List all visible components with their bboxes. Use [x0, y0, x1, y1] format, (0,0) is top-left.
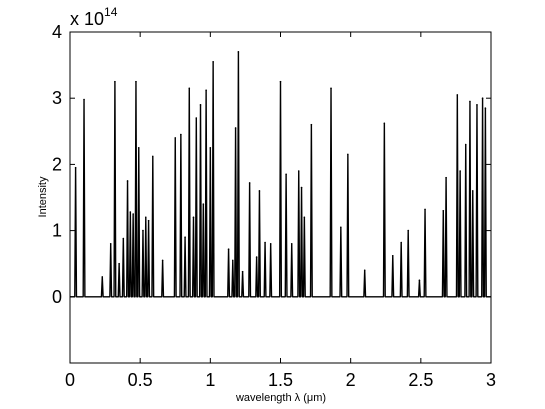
spectrum-peak: [285, 173, 287, 176]
spectrum-peak: [269, 243, 272, 245]
spectrum-peak: [471, 190, 474, 192]
spectrum-peak: [192, 216, 195, 219]
y-axis-label: Intensity: [37, 176, 49, 217]
plot-content: [70, 51, 491, 298]
spectrum-peak: [126, 180, 129, 182]
spectrum-peak: [234, 127, 237, 129]
spectrum-peak: [122, 237, 125, 240]
spectrum-peak: [363, 269, 366, 272]
spectrum-peak: [231, 259, 234, 262]
spectrum-peak: [469, 100, 471, 103]
spectrum-peak: [391, 254, 394, 257]
spectrum-peak: [132, 213, 134, 215]
spectrum-peak: [310, 123, 313, 126]
spectrum-peak: [481, 97, 484, 99]
y-tick-label: 0: [52, 287, 62, 307]
spectrum-peak: [209, 147, 212, 149]
x-tick-label: 2: [346, 370, 356, 390]
x-tick-label: 0: [65, 370, 75, 390]
y-tick-label: 4: [52, 22, 62, 42]
spectrum-peak: [445, 176, 447, 179]
spectrum-peak: [184, 236, 186, 239]
spectrum-peak: [383, 122, 386, 125]
y-multiplier: x 1014: [70, 5, 118, 29]
spectrum-peak: [340, 226, 342, 229]
spectrum-peak: [195, 117, 198, 119]
spectrum-peak: [407, 229, 410, 232]
spectrum-peak: [300, 186, 303, 189]
spectrum-peak: [424, 208, 426, 211]
spectrum-peak: [347, 153, 349, 156]
spectrum-peak: [74, 166, 77, 169]
x-axis-label: wavelength λ (μm): [235, 392, 326, 404]
spectrum-peak: [459, 170, 461, 172]
spectrum-peak: [101, 276, 104, 278]
spectrum-peak: [109, 243, 112, 245]
spectrum-peak: [199, 104, 202, 106]
spectrum-peak: [188, 87, 191, 90]
spectrum-peak: [174, 137, 177, 139]
y-tick-label: 1: [52, 221, 62, 241]
spectrum-peak: [202, 203, 205, 205]
spectrum-peak: [456, 94, 459, 96]
spectrum-peak: [114, 80, 116, 83]
spectrum-peak: [212, 60, 214, 63]
spectrum-peak: [180, 133, 182, 136]
spectrum-peak: [118, 262, 120, 265]
spectrum-peak: [129, 211, 132, 213]
y-multiplier-exponent: 14: [104, 5, 118, 19]
y-tick-label: 2: [52, 154, 62, 174]
spectrum-peak: [290, 243, 293, 245]
spectrum-peak: [237, 51, 240, 53]
spectrum-peak: [442, 209, 445, 212]
spectrum-peak: [137, 147, 140, 149]
axis-tick-labels: 0 0.5 1 1.5 2 2.5 3 0 1 2 3 4: [52, 22, 496, 390]
spectrum-peak: [205, 89, 207, 92]
x-tick-label: 3: [486, 370, 496, 390]
x-tick-label: 2.5: [408, 370, 433, 390]
spectrum-peak: [279, 80, 282, 83]
spectrum-peak: [248, 182, 251, 184]
x-tick-label: 0.5: [128, 370, 153, 390]
spectrum-peak: [161, 259, 164, 262]
spectrum-peak: [241, 270, 244, 273]
spectrum-peak: [227, 248, 230, 250]
spectrum-peak: [147, 219, 150, 222]
axis-ticks: [69, 31, 492, 363]
spectrum-peak: [83, 98, 85, 101]
spectrum-peak: [303, 216, 306, 219]
spectrum-peak: [400, 241, 402, 244]
spectrum-peak: [135, 80, 137, 83]
spectrum-peak: [476, 104, 478, 106]
x-tick-label: 1: [205, 370, 215, 390]
spectrum-peak: [484, 107, 487, 109]
spectrum-peak: [330, 87, 332, 90]
spectrum-peak: [418, 279, 421, 282]
spectrum-peak: [152, 155, 154, 158]
y-tick-label: 3: [52, 88, 62, 108]
spectrum-peak: [264, 241, 266, 244]
spectrum-peak: [297, 170, 300, 172]
spectrum-peak: [255, 256, 258, 258]
spectrum-peak: [464, 143, 467, 146]
x-tick-label: 1.5: [268, 370, 293, 390]
spectrum-peak: [258, 190, 261, 192]
spectrum-peak: [142, 229, 144, 232]
y-multiplier-base: x 10: [70, 9, 104, 29]
spectrum-peak: [144, 216, 147, 219]
